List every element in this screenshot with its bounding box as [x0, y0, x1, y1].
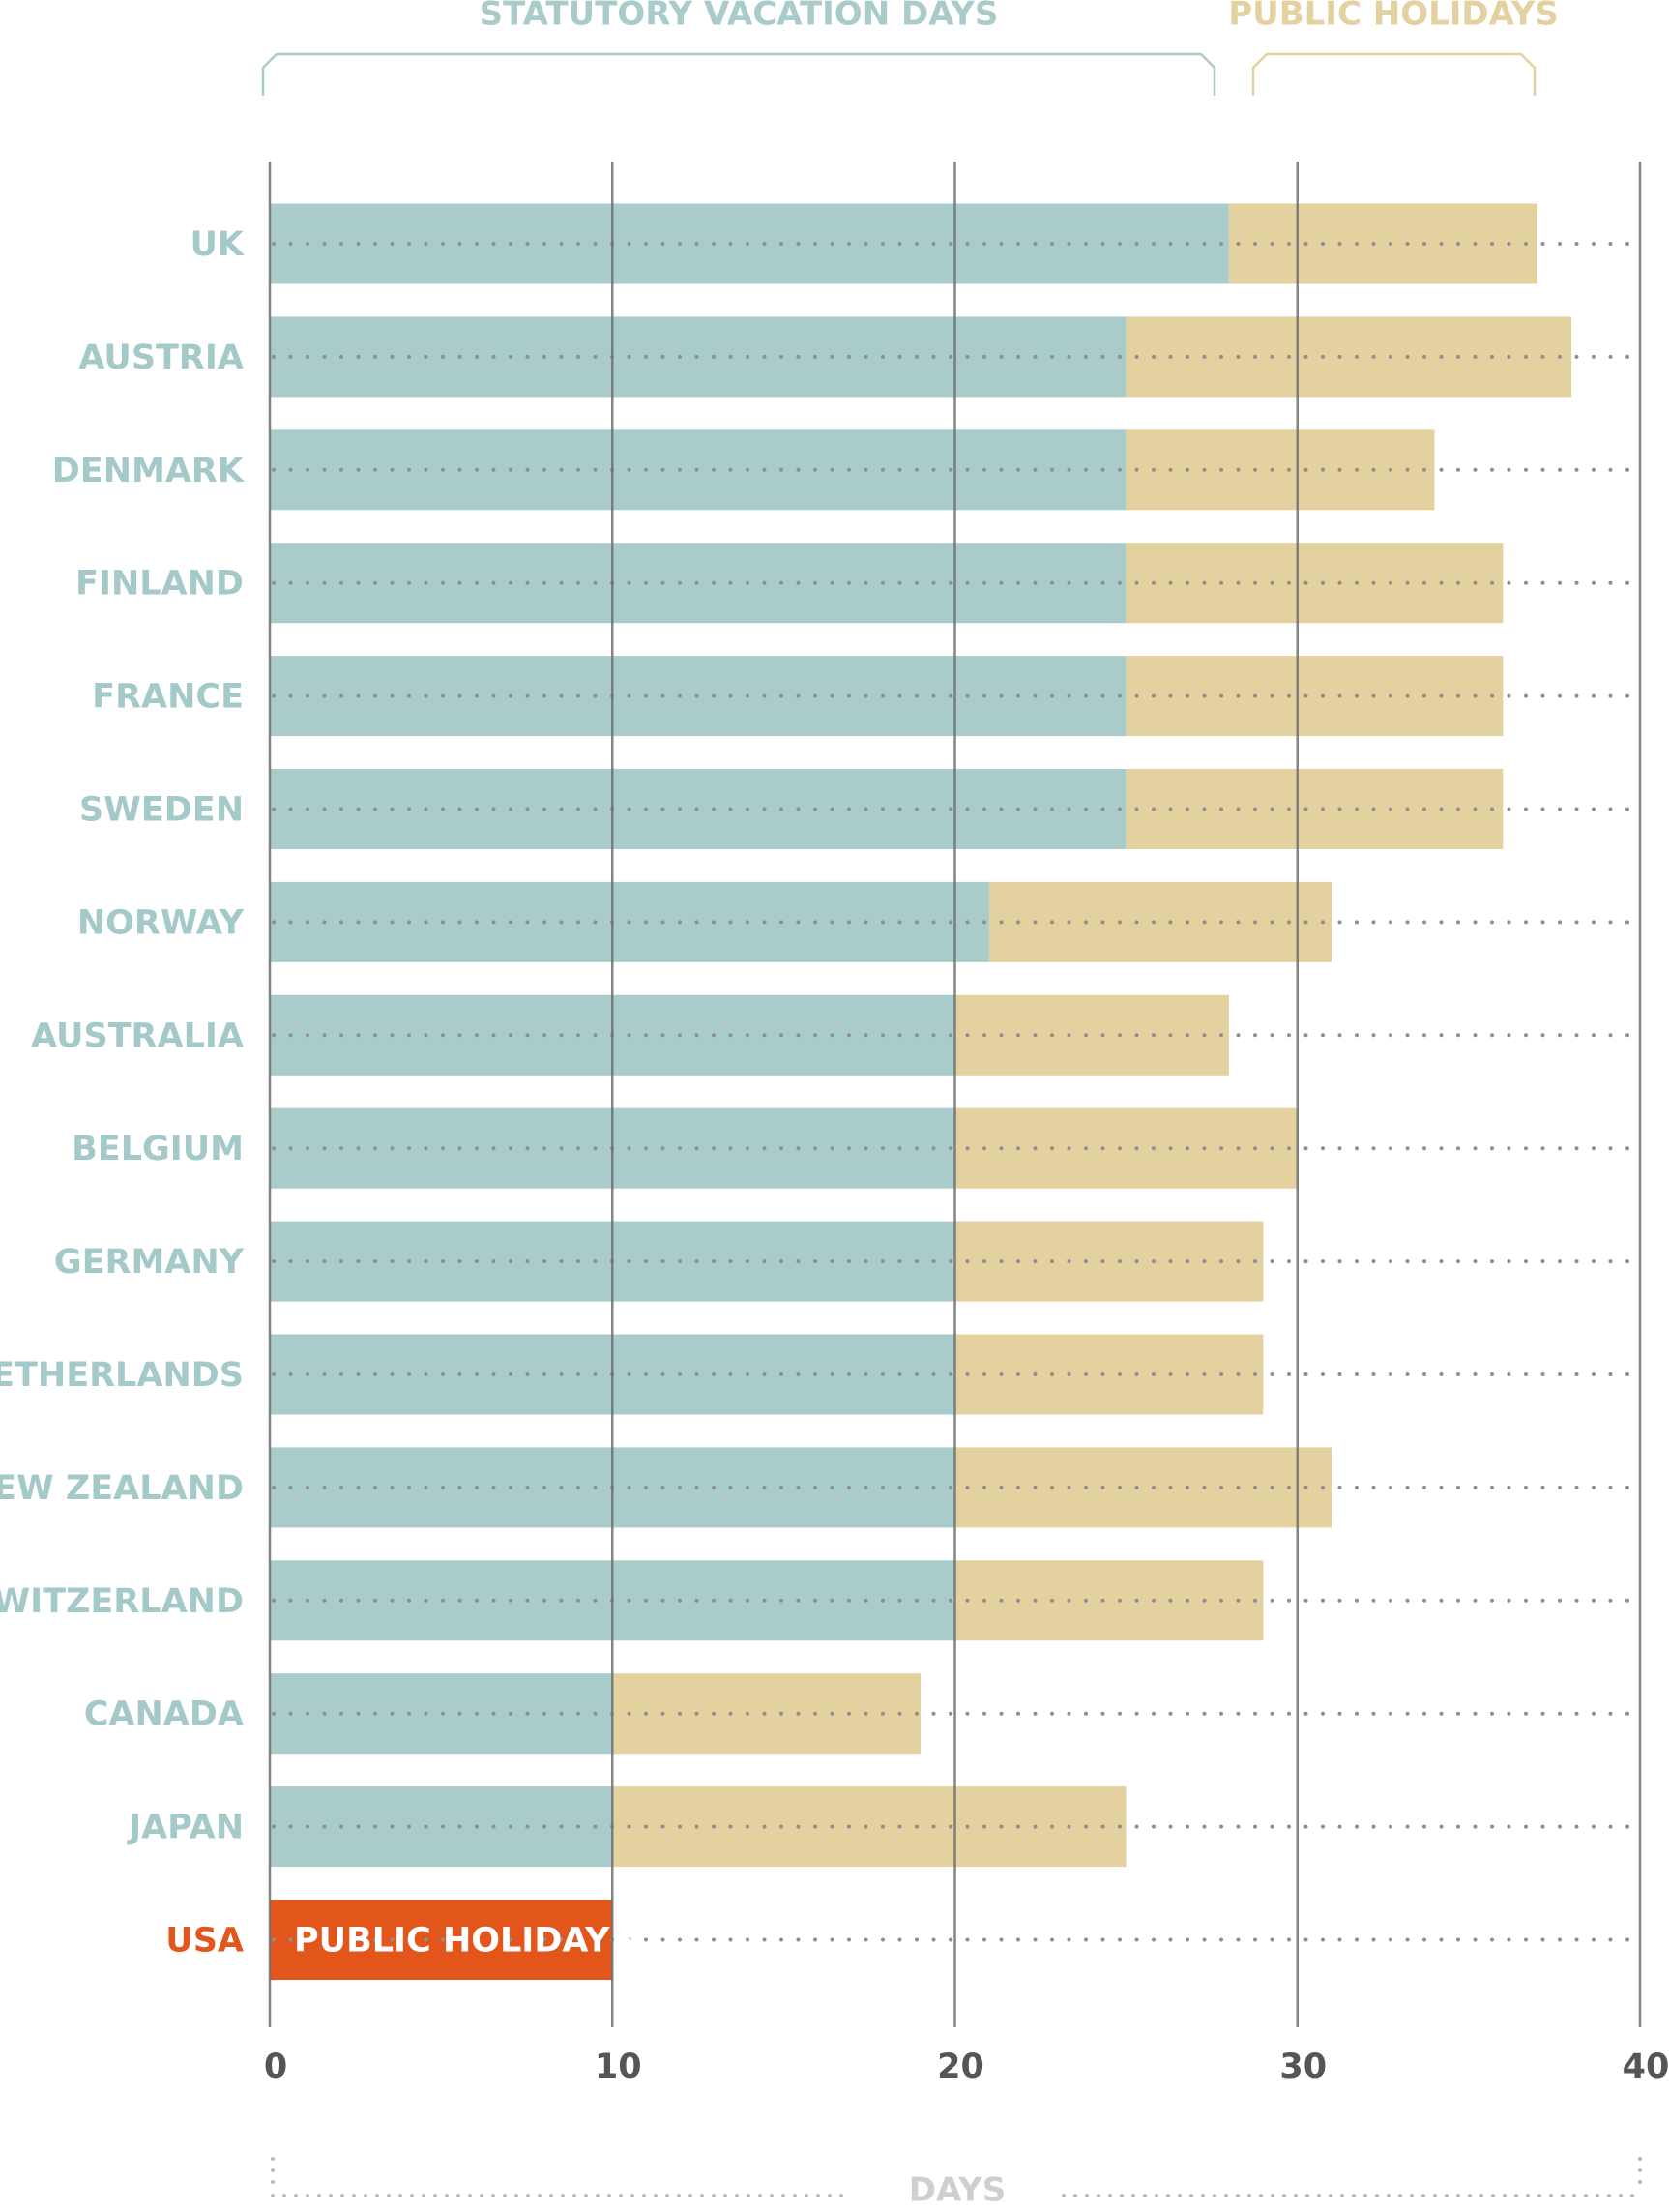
category-label: SWEDEN: [79, 791, 244, 830]
category-label: AUSTRALIA: [31, 1017, 244, 1055]
bar-segment: [954, 1560, 1264, 1641]
category-label: NETHERLANDS: [0, 1356, 244, 1395]
category-label: JAPAN: [127, 1809, 244, 1847]
x-tick-label: 0: [264, 2048, 287, 2086]
bar-segment: [1126, 316, 1572, 398]
bar-segment: [1228, 203, 1537, 284]
category-label: AUSTRIA: [78, 339, 244, 377]
legend-bracket: [1251, 52, 1537, 96]
bar-segment: [1126, 429, 1435, 511]
category-label: BELGIUM: [72, 1130, 244, 1168]
category-label: NEW ZEALAND: [0, 1469, 244, 1508]
legend-label: PUBLIC HOLIDAYS: [1228, 0, 1559, 34]
x-tick-label: 40: [1623, 2048, 1669, 2086]
category-label: SWITZERLAND: [0, 1582, 244, 1621]
bar-segment: [1126, 543, 1504, 624]
legend-bracket: [261, 52, 1216, 96]
bar-segment: [612, 1673, 922, 1755]
category-label: FINLAND: [75, 565, 244, 604]
category-label: UK: [190, 225, 245, 264]
bar-segment: [1126, 769, 1504, 849]
bar-annotation: PUBLIC HOLIDAYS: [294, 1922, 634, 1961]
bar-segment: [1126, 656, 1504, 737]
bar-segment: [612, 1786, 1127, 1868]
category-label: CANADA: [84, 1696, 244, 1734]
category-label: USA: [165, 1922, 244, 1961]
category-label: NORWAY: [77, 903, 245, 942]
legend-label: STATUTORY VACATION DAYS: [480, 0, 999, 34]
x-axis-dots: [271, 2157, 1642, 2197]
x-tick-label: 30: [1279, 2048, 1327, 2086]
bar-segment: [954, 1334, 1264, 1415]
bar-segment: [988, 881, 1332, 962]
category-label: DENMARK: [52, 452, 246, 490]
x-tick-label: 20: [937, 2048, 984, 2086]
category-label: GERMANY: [54, 1243, 245, 1282]
category-label: FRANCE: [92, 678, 244, 717]
legend-brackets: [261, 52, 1537, 96]
bar-segment: [954, 1447, 1332, 1528]
x-tick-label: 10: [595, 2048, 642, 2086]
bar-segment: [954, 1221, 1264, 1302]
bar-segment: [954, 1107, 1298, 1189]
x-axis-label: DAYS: [909, 2171, 1006, 2209]
